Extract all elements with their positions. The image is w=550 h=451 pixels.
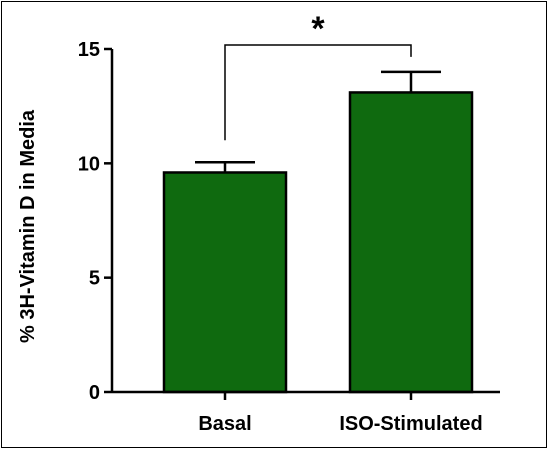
- y-tick-label: 15: [78, 39, 100, 61]
- y-tick-label: 0: [89, 382, 100, 404]
- bar: [162, 171, 288, 394]
- bar: [348, 91, 474, 394]
- significance-bracket: *: [224, 10, 412, 141]
- y-tick-label: 5: [89, 268, 100, 290]
- bracket-line: [224, 44, 412, 141]
- y-axis: 0 5 10 15: [78, 39, 114, 404]
- x-tick-label: Basal: [198, 413, 251, 435]
- significance-star: *: [311, 10, 325, 48]
- x-tick-label: ISO-Stimulated: [339, 413, 482, 435]
- y-tick-label: 10: [78, 153, 100, 175]
- bars: [162, 70, 474, 394]
- x-axis: Basal ISO-Stimulated: [112, 390, 500, 435]
- y-axis-label: % 3H-Vitamin D in Media: [17, 109, 39, 343]
